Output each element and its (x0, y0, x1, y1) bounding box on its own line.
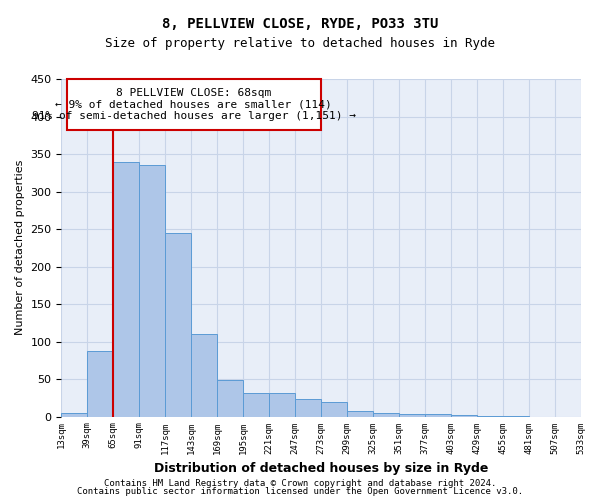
Bar (88, 350, 113, 416)
Y-axis label: Number of detached properties: Number of detached properties (15, 160, 25, 336)
Text: Contains public sector information licensed under the Open Government Licence v3: Contains public sector information licen… (77, 487, 523, 496)
X-axis label: Distribution of detached houses by size in Ryde: Distribution of detached houses by size … (154, 462, 488, 475)
Text: Size of property relative to detached houses in Ryde: Size of property relative to detached ho… (105, 38, 495, 51)
Bar (165, 233, 191, 416)
Bar (347, 410, 373, 416)
Bar (217, 380, 243, 416)
Bar (269, 394, 295, 416)
Bar (191, 334, 217, 416)
Bar (139, 166, 165, 416)
Bar (399, 414, 425, 416)
Bar (295, 398, 321, 416)
Text: 8, PELLVIEW CLOSE, RYDE, PO33 3TU: 8, PELLVIEW CLOSE, RYDE, PO33 3TU (162, 18, 438, 32)
Bar (243, 394, 269, 416)
Bar (373, 413, 399, 416)
Bar (425, 414, 451, 416)
Bar (321, 402, 347, 416)
Text: 8 PELLVIEW CLOSE: 68sqm
← 9% of detached houses are smaller (114)
91% of semi-de: 8 PELLVIEW CLOSE: 68sqm ← 9% of detached… (32, 88, 356, 121)
Bar (113, 162, 139, 416)
Bar (451, 415, 476, 416)
Bar (61, 413, 88, 416)
Text: Contains HM Land Registry data © Crown copyright and database right 2024.: Contains HM Land Registry data © Crown c… (104, 478, 496, 488)
